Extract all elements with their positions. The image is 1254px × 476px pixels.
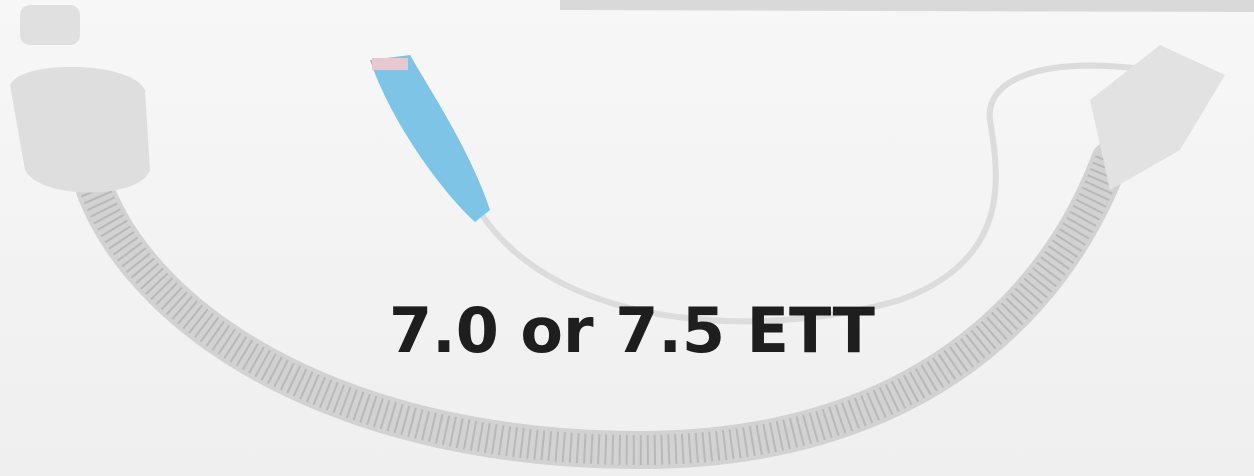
connector-right [1090,45,1225,190]
cuff-left [10,66,150,193]
pilot-line [479,62,1151,325]
valve [372,58,408,70]
caption: 7.0 or 7.5 ETT [389,294,875,367]
pilot-balloon [370,55,490,222]
top-strip [560,0,1254,12]
connector-top [20,5,80,45]
tube-markings [81,154,1125,466]
